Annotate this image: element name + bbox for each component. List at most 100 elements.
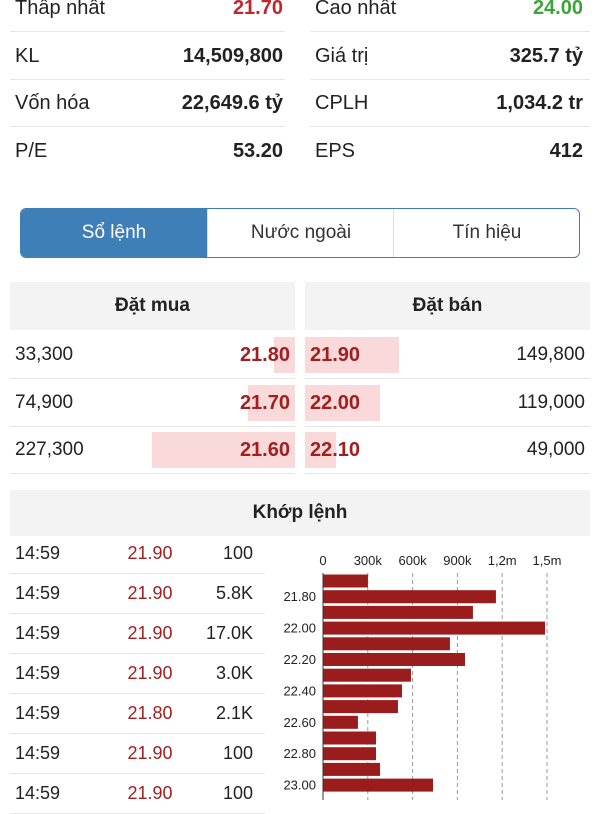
depth-bar [305,337,400,373]
tab-bar: Sổ lệnh Nước ngoài Tín hiệu [20,208,580,258]
y-tick-label: 21.80 [283,589,316,604]
stat-value: 24.00 [532,0,583,19]
row-separator [10,425,295,427]
match-time: 14:59 [15,783,61,803]
x-tick-label: 300k [354,553,383,568]
y-tick-label: 22.00 [283,621,316,636]
match-price: 21.90 [127,623,173,643]
y-tick-label: 22.40 [283,683,316,698]
match-time: 14:59 [15,743,61,763]
row-separator [10,613,265,614]
stat-label: Vốn hóa [15,92,90,114]
bar [323,590,496,604]
match-price: 21.80 [127,703,173,723]
row-separator [10,378,295,379]
bar [323,762,381,776]
match-time: 14:59 [15,583,61,603]
y-tick-label: 22.20 [283,652,316,667]
matches-header: Khớp lệnh [252,502,348,523]
match-volume: 2.1K [215,703,253,723]
row-separator [310,78,590,80]
match-volume: 100 [222,743,253,763]
row-separator [10,573,265,574]
depth-bar [274,337,295,373]
match-time: 14:59 [15,623,61,643]
depth-bar [152,432,295,468]
y-tick-label: 23.00 [283,778,316,793]
depth-bar [247,384,295,421]
buy-volume: 227,300 [15,439,84,460]
sell-volume: 149,800 [516,344,585,365]
stat-label: KL [15,44,40,67]
match-time: 14:59 [15,703,61,723]
row-separator [10,473,295,474]
row-separator [10,31,285,32]
match-time: 14:59 [15,543,61,563]
tab[interactable]: Sổ lệnh [21,209,207,257]
bar [323,668,411,682]
buy-volume: 33,300 [15,344,74,365]
row-separator [10,733,265,734]
match-time: 14:59 [15,663,61,683]
bar [323,684,402,698]
match-price: 21.90 [127,583,173,603]
bar [323,605,473,619]
row-separator [310,126,590,127]
x-tick-label: 900k [443,553,472,568]
match-price: 21.90 [127,543,173,563]
match-volume: 3.0K [215,663,253,683]
sell-volume: 119,000 [517,391,585,413]
bar [323,637,450,651]
y-tick-label: 22.60 [283,715,316,730]
bar [323,574,368,588]
buy-price: 21.80 [239,344,290,366]
bar [323,747,377,761]
match-price: 21.90 [127,783,173,803]
row-separator [10,773,265,774]
match-price: 21.90 [127,743,173,763]
sell-header: Đặt bán [412,295,483,316]
sell-price: 21.90 [310,344,361,366]
volume-chart: 0 300k 600k 900k 1,2m 1,5m 21.80 22.00 22.20 22.4… [283,553,562,800]
stat-label: Giá trị [315,44,369,67]
match-volume: 17.0K [205,623,253,643]
tab[interactable]: Tín hiệu [393,209,579,257]
stat-value: 14,509,800 [182,44,283,67]
buy-price: 21.60 [239,439,290,461]
row-separator [10,126,285,127]
bar [323,653,466,666]
match-price: 21.90 [127,663,173,683]
stat-value: 21.70 [232,0,283,19]
bar [323,621,546,635]
bar [323,715,358,729]
stat-label: P/E [15,139,48,162]
sell-volume: 49,000 [526,439,585,460]
bar [323,731,377,745]
sell-price: 22.10 [310,439,361,461]
row-separator [305,378,590,379]
tab[interactable]: Nước ngoài [207,209,394,257]
stat-label: CPLH [315,92,369,114]
matches-header-bg [10,490,590,536]
x-tick-label: 1,2m [488,553,517,568]
stat-value: 412 [549,139,583,162]
bar [323,700,398,714]
row-separator [10,78,285,80]
match-volume: 100 [222,783,253,803]
y-tick-label: 22.80 [283,746,316,761]
buy-volume: 74,900 [15,391,74,413]
stat-value: 1,034.2 tr [496,92,583,114]
x-tick-label: 600k [398,553,427,568]
row-separator [305,425,590,427]
match-volume: 100 [222,543,253,563]
stat-label: Cao nhất [315,0,397,19]
depth-bar [305,432,336,468]
x-tick-label: 1,5m [533,553,562,568]
bar [323,778,434,792]
match-volume: 5.8K [215,583,253,603]
row-separator [310,31,590,32]
row-separator [10,653,265,654]
stat-label: EPS [315,139,356,162]
depth-bar [305,384,380,421]
